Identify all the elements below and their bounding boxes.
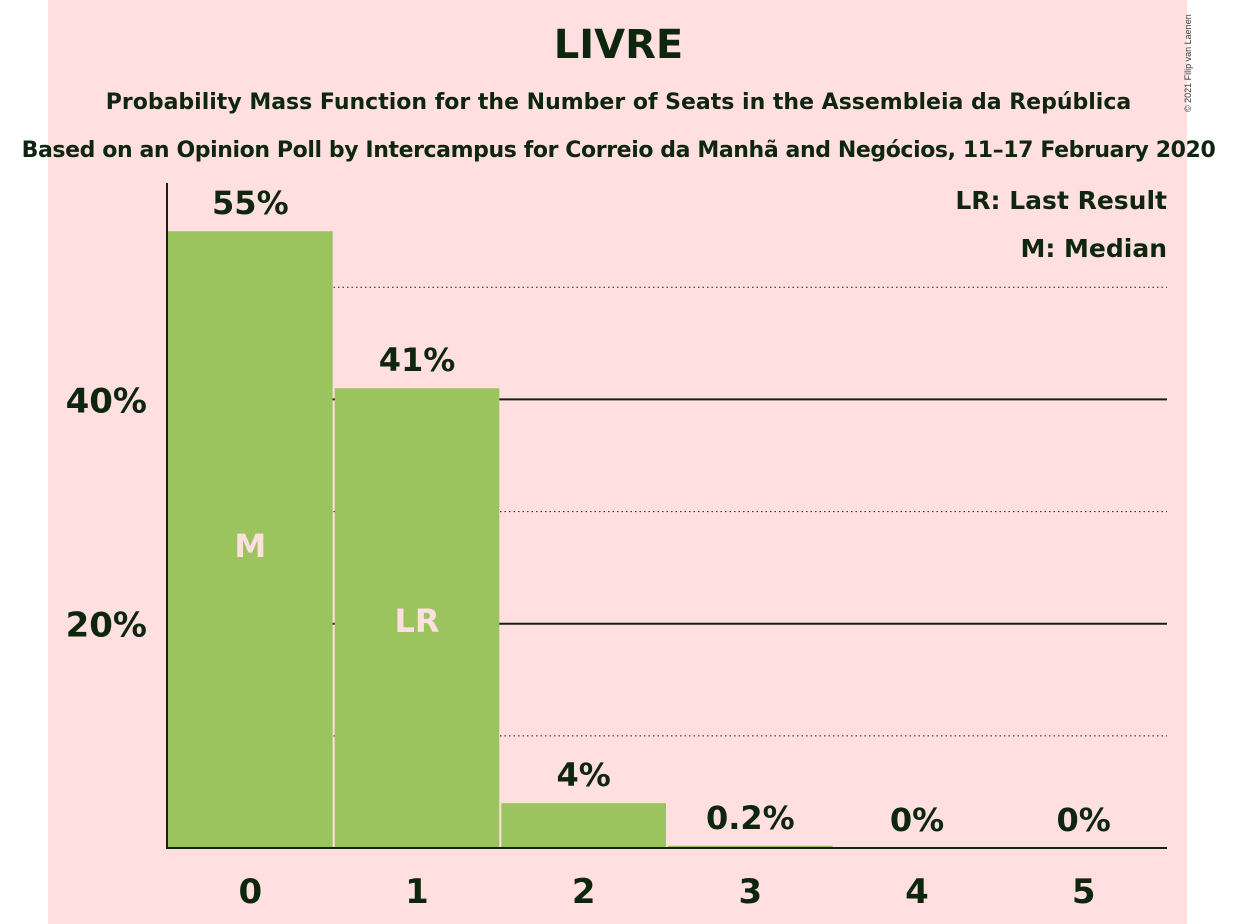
bar-value-label: 0% (1057, 801, 1111, 839)
x-tick-label: 2 (572, 872, 596, 912)
x-tick-label: 5 (1072, 872, 1096, 912)
bar (668, 845, 833, 848)
legend-entry: LR: Last Result (955, 186, 1167, 215)
bar-value-label: 0% (890, 801, 944, 839)
bar-value-label: 0.2% (706, 799, 795, 837)
chart-source-line: Based on an Opinion Poll by Intercampus … (21, 138, 1216, 163)
last-result-marker: LR (394, 602, 439, 640)
x-tick-label: 3 (738, 872, 762, 912)
chart-subtitle: Probability Mass Function for the Number… (105, 90, 1132, 115)
x-tick-label: 1 (405, 872, 429, 912)
legend-entry: M: Median (1020, 234, 1167, 263)
bar (168, 231, 333, 848)
bar (334, 388, 500, 848)
chart-title: LIVRE (553, 22, 684, 68)
x-tick-label: 0 (238, 872, 262, 912)
bar-value-label: 41% (379, 341, 456, 379)
y-tick-label: 20% (66, 606, 147, 646)
x-tick-label: 4 (905, 872, 929, 912)
median-marker: M (234, 527, 266, 565)
bar-value-label: 4% (557, 756, 611, 794)
y-tick-label: 40% (66, 381, 147, 421)
bar (501, 803, 666, 848)
bar-value-label: 55% (212, 184, 289, 222)
